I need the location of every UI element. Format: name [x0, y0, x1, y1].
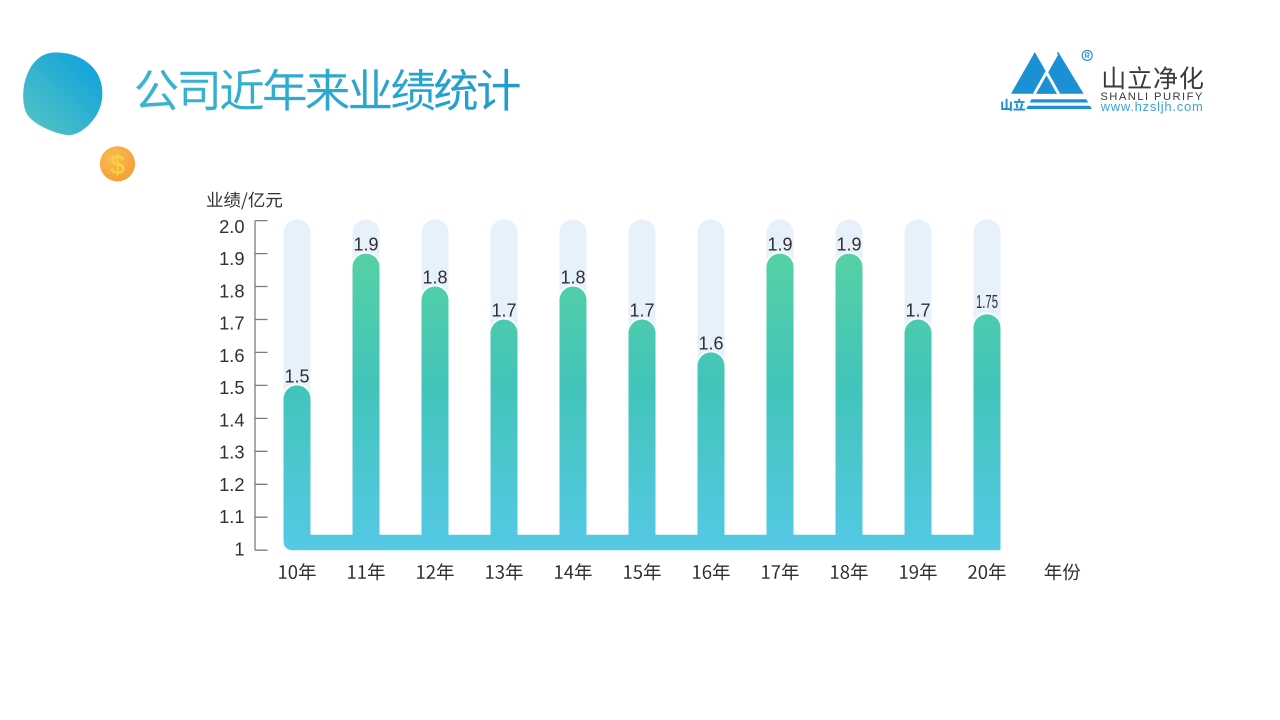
svg-text:1.75: 1.75	[976, 292, 998, 312]
svg-text:1.4: 1.4	[219, 409, 244, 430]
svg-text:1.8: 1.8	[422, 268, 447, 288]
svg-text:$: $	[110, 150, 125, 180]
svg-text:1.7: 1.7	[219, 313, 244, 334]
svg-text:1.1: 1.1	[219, 506, 244, 527]
svg-text:1.3: 1.3	[219, 442, 244, 463]
svg-text:1.8: 1.8	[560, 268, 585, 288]
svg-text:1.7: 1.7	[629, 301, 654, 321]
svg-text:1.9: 1.9	[219, 248, 244, 269]
svg-text:1.7: 1.7	[905, 301, 930, 321]
svg-text:1.9: 1.9	[353, 235, 378, 255]
svg-text:SHANLI PURIFY: SHANLI PURIFY	[1100, 91, 1203, 103]
svg-text:1.9: 1.9	[767, 235, 792, 255]
svg-text:1.2: 1.2	[219, 474, 244, 495]
svg-text:1.5: 1.5	[284, 366, 309, 386]
svg-text:2.0: 2.0	[219, 216, 244, 237]
svg-text:1.9: 1.9	[836, 235, 861, 255]
svg-text:www.hzsljh.com: www.hzsljh.com	[1100, 99, 1204, 114]
svg-text:1.7: 1.7	[491, 301, 516, 321]
svg-text:1.8: 1.8	[219, 280, 244, 301]
svg-text:1.6: 1.6	[219, 345, 244, 366]
svg-text:1: 1	[234, 538, 244, 559]
svg-text:1.6: 1.6	[698, 333, 723, 353]
svg-text:1.5: 1.5	[219, 377, 244, 398]
